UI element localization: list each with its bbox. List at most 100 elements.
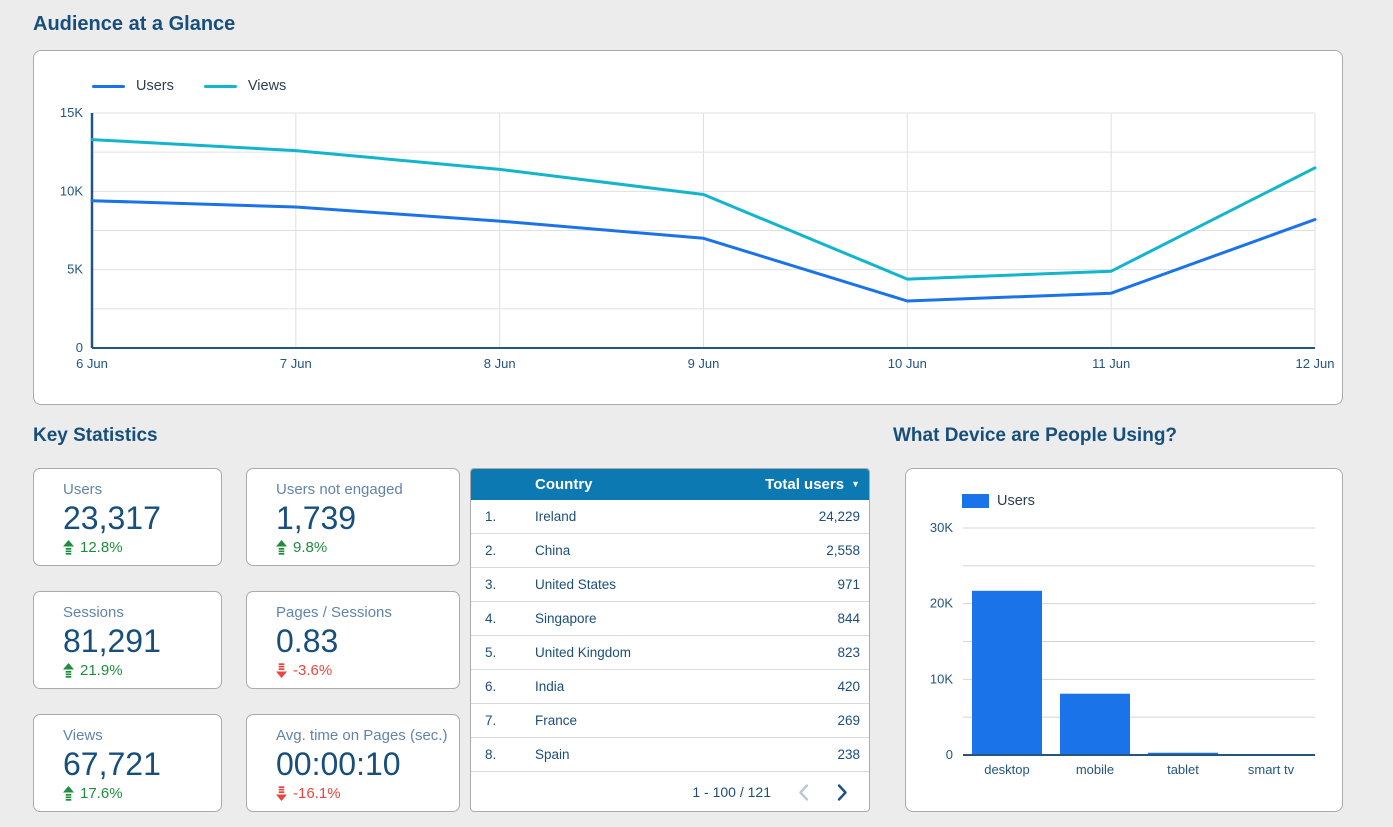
- svg-text:5K: 5K: [67, 262, 83, 277]
- trend-arrow-icon: [63, 663, 74, 678]
- stat-card: Avg. time on Pages (sec.) 00:00:10 -16.1…: [246, 714, 460, 812]
- table-row: 4. Singapore 844: [471, 602, 869, 636]
- row-total-users: 238: [837, 747, 860, 762]
- stat-card: Users 23,317 12.8%: [33, 468, 222, 566]
- svg-text:10K: 10K: [60, 183, 83, 198]
- legend-line-swatch: [92, 84, 125, 88]
- row-country: China: [535, 543, 571, 558]
- country-table-header: Country Total users ▼: [471, 469, 869, 500]
- chevron-right-icon: [837, 783, 847, 801]
- stat-card-delta-value: 17.6%: [80, 785, 123, 802]
- legend-label: Users: [136, 78, 174, 94]
- svg-text:15K: 15K: [60, 105, 83, 120]
- stat-card-label: Users: [63, 481, 103, 498]
- sort-desc-icon: ▼: [851, 479, 860, 489]
- stat-card-delta-value: 12.8%: [80, 539, 123, 556]
- row-total-users: 971: [837, 577, 860, 592]
- row-rank: 8.: [485, 747, 497, 762]
- svg-text:11 Jun: 11 Jun: [1092, 356, 1130, 371]
- stat-card-value: 67,721: [63, 746, 161, 782]
- stat-card-delta-value: 21.9%: [80, 662, 123, 679]
- row-country: India: [535, 679, 565, 694]
- row-country: France: [535, 713, 578, 728]
- svg-text:mobile: mobile: [1076, 762, 1114, 777]
- legend-item[interactable]: Views: [203, 78, 287, 94]
- table-row: 6. India 420: [471, 670, 869, 704]
- table-row: 7. France 269: [471, 704, 869, 738]
- stat-card: Pages / Sessions 0.83 -3.6%: [246, 591, 460, 689]
- row-country: Singapore: [535, 611, 597, 626]
- table-row: 8. Spain 238: [471, 738, 869, 772]
- stat-card-value: 0.83: [276, 623, 339, 659]
- row-rank: 7.: [485, 713, 497, 728]
- svg-text:10K: 10K: [930, 671, 953, 686]
- stat-card-label: Sessions: [63, 604, 124, 621]
- country-column-header[interactable]: Country: [535, 476, 593, 493]
- row-total-users: 823: [837, 645, 860, 660]
- row-rank: 3.: [485, 577, 497, 592]
- stat-card-label: Pages / Sessions: [276, 604, 392, 621]
- svg-text:20K: 20K: [930, 596, 953, 611]
- row-rank: 6.: [485, 679, 497, 694]
- legend-label: Users: [997, 493, 1035, 509]
- stat-card-label: Avg. time on Pages (sec.): [276, 727, 448, 744]
- stat-card-value: 81,291: [63, 623, 161, 659]
- svg-text:0: 0: [946, 747, 953, 762]
- stat-card-delta-value: -16.1%: [293, 785, 341, 802]
- row-total-users: 420: [837, 679, 860, 694]
- svg-text:7 Jun: 7 Jun: [280, 356, 312, 371]
- total-users-column-label: Total users: [765, 476, 845, 493]
- svg-text:8 Jun: 8 Jun: [484, 356, 516, 371]
- device-section-title: What Device are People Using?: [893, 425, 1178, 446]
- svg-text:30K: 30K: [930, 520, 953, 535]
- row-country: Spain: [535, 747, 570, 762]
- svg-text:0: 0: [76, 340, 83, 355]
- legend-square-swatch: [962, 494, 989, 508]
- legend-label: Views: [247, 78, 287, 94]
- stat-card-delta-value: -3.6%: [293, 662, 333, 679]
- stat-card: Users not engaged 1,739 9.8%: [246, 468, 460, 566]
- row-total-users: 269: [837, 713, 860, 728]
- pagination-next-button[interactable]: [836, 783, 849, 802]
- country-table-body: 1. Ireland 24,229 2. China 2,558 3. Unit…: [471, 500, 869, 772]
- row-rank: 1.: [485, 509, 497, 524]
- device-chart-legend: Users: [962, 493, 1035, 509]
- stat-card-value: 00:00:10: [276, 746, 401, 782]
- svg-text:desktop: desktop: [984, 762, 1030, 777]
- table-row: 2. China 2,558: [471, 534, 869, 568]
- stat-cards: Users 23,317 12.8% Users not engaged 1,7…: [33, 468, 460, 812]
- stat-card-delta: 9.8%: [276, 539, 453, 556]
- svg-text:10 Jun: 10 Jun: [888, 356, 927, 371]
- devices-bar-chart: 0 10K 20K 30K desktop mobile tablet smart tv: [930, 520, 1315, 777]
- audience-section-title: Audience at a Glance: [33, 13, 236, 35]
- total-users-column-header[interactable]: Total users ▼: [765, 476, 869, 493]
- svg-text:smart tv: smart tv: [1248, 762, 1295, 777]
- stat-card-value: 23,317: [63, 500, 161, 536]
- stat-card-delta-value: 9.8%: [293, 539, 328, 556]
- legend-item[interactable]: Users: [962, 493, 1035, 509]
- table-row: 1. Ireland 24,229: [471, 500, 869, 534]
- stat-card-label: Views: [63, 727, 103, 744]
- country-table: Country Total users ▼ 1. Ireland 24,229 …: [470, 468, 870, 812]
- svg-text:tablet: tablet: [1167, 762, 1199, 777]
- legend-item[interactable]: Users: [92, 78, 174, 94]
- row-country: United States: [535, 577, 617, 592]
- row-country: United Kingdom: [535, 645, 632, 660]
- row-rank: 2.: [485, 543, 497, 558]
- trend-arrow-icon: [276, 540, 287, 555]
- trend-arrow-icon: [276, 786, 287, 801]
- pagination-range: 1 - 100 / 121: [692, 784, 771, 800]
- svg-text:12 Jun: 12 Jun: [1295, 356, 1334, 371]
- row-total-users: 24,229: [818, 509, 860, 524]
- row-rank: 4.: [485, 611, 497, 626]
- stat-card-delta: 17.6%: [63, 785, 215, 802]
- table-row: 5. United Kingdom 823: [471, 636, 869, 670]
- stat-card-label: Users not engaged: [276, 481, 403, 498]
- trend-arrow-icon: [63, 540, 74, 555]
- stat-card-value: 1,739: [276, 500, 357, 536]
- trend-arrow-icon: [276, 663, 287, 678]
- device-chart-panel: Users 0 10K 20K 30K desktop mobile tablet smart…: [905, 468, 1343, 812]
- audience-line-chart: 0 5K 10K 15K 6 Jun 7 Jun 8 Jun 9 Jun 10 Jun 11 Ju…: [60, 105, 1335, 371]
- row-country: Ireland: [535, 509, 577, 524]
